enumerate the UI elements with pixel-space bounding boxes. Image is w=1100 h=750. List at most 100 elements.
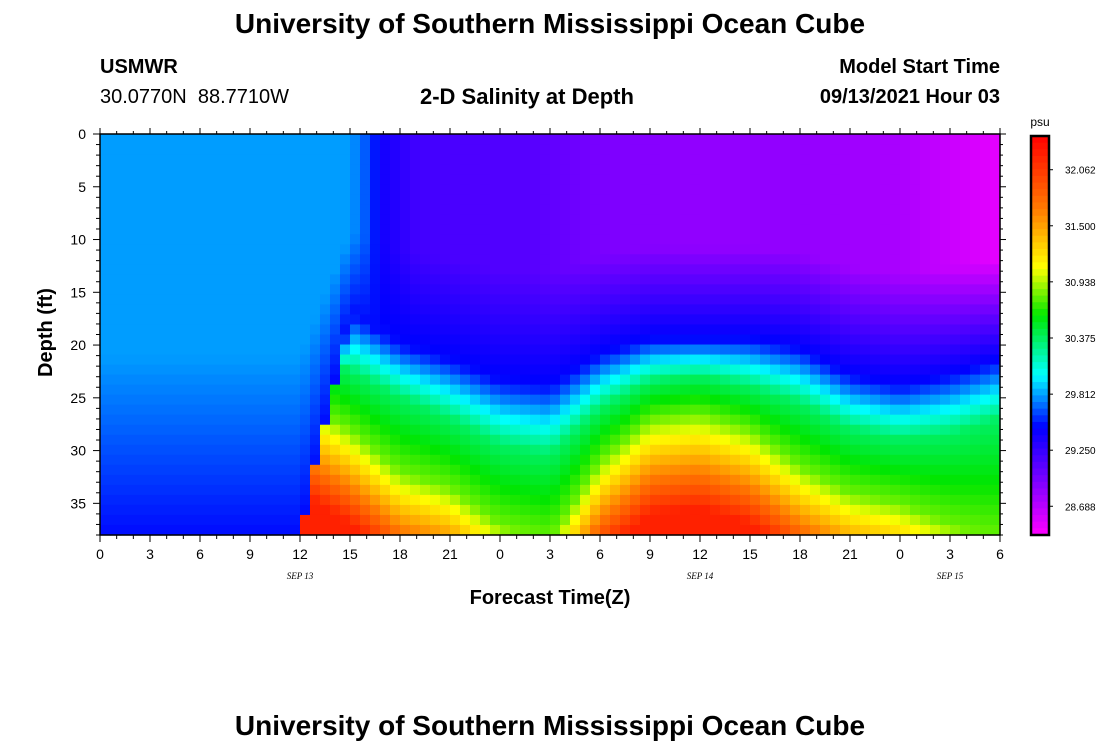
heatmap-cell xyxy=(840,454,851,466)
heatmap-cell xyxy=(260,464,271,476)
heatmap-cell xyxy=(300,494,311,506)
heatmap-cell xyxy=(480,244,491,255)
heatmap-cell xyxy=(970,524,981,536)
heatmap-cell xyxy=(700,494,711,506)
heatmap-cell xyxy=(600,434,611,446)
heatmap-cell xyxy=(650,314,661,326)
heatmap-cell xyxy=(900,504,911,516)
colorbar-swatch xyxy=(1031,362,1049,370)
heatmap-cell xyxy=(750,424,761,436)
heatmap-cell xyxy=(400,354,411,366)
heatmap-cell xyxy=(930,464,941,476)
heatmap-cell xyxy=(220,284,231,295)
heatmap-cell xyxy=(510,394,521,406)
heatmap-cell xyxy=(990,144,1001,155)
heatmap-cell xyxy=(460,394,471,406)
heatmap-cell xyxy=(110,304,121,316)
heatmap-cell xyxy=(130,234,141,245)
heatmap-cell xyxy=(590,424,601,436)
heatmap-cell xyxy=(210,244,221,255)
heatmap-cell xyxy=(510,244,521,255)
heatmap-cell xyxy=(200,404,211,416)
heatmap-cell xyxy=(960,154,971,165)
heatmap-cell xyxy=(450,254,461,265)
heatmap-cell xyxy=(670,254,681,265)
heatmap-cell xyxy=(520,304,531,316)
heatmap-cell xyxy=(580,464,591,476)
heatmap-cell xyxy=(110,314,121,326)
heatmap-cell xyxy=(890,524,901,536)
heatmap-cell xyxy=(710,334,721,346)
heatmap-cell xyxy=(610,154,621,165)
heatmap-cell xyxy=(330,154,341,165)
heatmap-cell xyxy=(340,154,351,165)
heatmap-cell xyxy=(550,444,561,456)
heatmap-cell xyxy=(950,454,961,466)
heatmap-cell xyxy=(490,444,501,456)
heatmap-cell xyxy=(880,234,891,245)
heatmap-cell xyxy=(810,164,821,175)
colorbar-swatch xyxy=(1031,435,1049,443)
heatmap-cell xyxy=(200,354,211,366)
heatmap-cell xyxy=(560,214,571,225)
heatmap-cell xyxy=(190,414,201,426)
heatmap-cell xyxy=(360,314,371,326)
x-tick-label: 21 xyxy=(842,546,858,562)
heatmap-cell xyxy=(130,204,141,215)
heatmap-cell xyxy=(570,504,581,516)
heatmap-cell xyxy=(830,434,841,446)
heatmap-cell xyxy=(110,384,121,396)
heatmap-cell xyxy=(430,224,441,235)
heatmap-cell xyxy=(120,354,131,366)
heatmap-cell xyxy=(610,314,621,326)
heatmap-cell xyxy=(790,304,801,316)
heatmap-cell xyxy=(480,494,491,506)
heatmap-cell xyxy=(980,164,991,175)
heatmap-cell xyxy=(770,164,781,175)
heatmap-cell xyxy=(360,194,371,205)
heatmap-cell xyxy=(560,244,571,255)
heatmap-cell xyxy=(220,514,231,526)
heatmap-cell xyxy=(940,424,951,436)
heatmap-cell xyxy=(640,334,651,346)
heatmap-cell xyxy=(510,174,521,185)
heatmap-cell xyxy=(920,164,931,175)
heatmap-cell xyxy=(990,314,1001,326)
heatmap-cell xyxy=(740,324,751,336)
heatmap-cell xyxy=(300,364,311,376)
heatmap-cell xyxy=(150,454,161,466)
heatmap-cell xyxy=(920,194,931,205)
heatmap-cell xyxy=(470,474,481,486)
heatmap-cell xyxy=(420,474,431,486)
heatmap-cell xyxy=(940,224,951,235)
heatmap-cell xyxy=(150,434,161,446)
heatmap-cell xyxy=(100,374,111,386)
heatmap-cell xyxy=(690,304,701,316)
y-tick-label: 20 xyxy=(70,337,86,353)
heatmap-cell xyxy=(880,334,891,346)
heatmap-cell xyxy=(340,214,351,225)
heatmap-cell xyxy=(230,184,241,195)
heatmap-cell xyxy=(400,214,411,225)
heatmap-cell xyxy=(780,354,791,366)
heatmap-cell xyxy=(120,244,131,255)
heatmap-cell xyxy=(470,264,481,275)
heatmap-cell xyxy=(570,254,581,265)
heatmap-cell xyxy=(830,334,841,346)
heatmap-cell xyxy=(590,454,601,466)
heatmap-cell xyxy=(560,344,571,356)
heatmap-cell xyxy=(600,384,611,396)
heatmap-cell xyxy=(520,384,531,396)
heatmap-cell xyxy=(180,154,191,165)
heatmap-cell xyxy=(680,354,691,366)
heatmap-cell xyxy=(540,224,551,235)
heatmap-cell xyxy=(860,244,871,255)
heatmap-cell xyxy=(490,184,501,195)
colorbar-swatch xyxy=(1031,355,1049,363)
heatmap-cell xyxy=(180,394,191,406)
heatmap-cell xyxy=(620,244,631,255)
heatmap-cell xyxy=(360,324,371,336)
heatmap-cell xyxy=(830,354,841,366)
heatmap-cell xyxy=(450,274,461,285)
heatmap-cell xyxy=(150,384,161,396)
